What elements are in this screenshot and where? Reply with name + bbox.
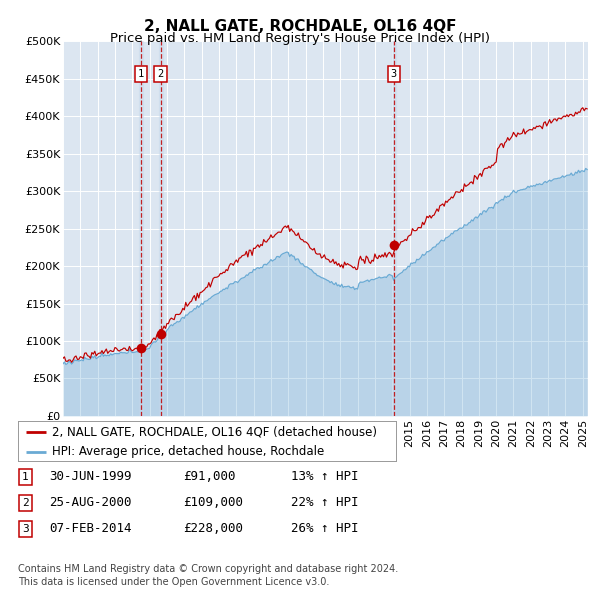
Text: 3: 3 (22, 524, 29, 533)
Text: 13% ↑ HPI: 13% ↑ HPI (291, 470, 359, 483)
Text: 3: 3 (391, 69, 397, 79)
Text: 2: 2 (22, 498, 29, 507)
Text: 2, NALL GATE, ROCHDALE, OL16 4QF (detached house): 2, NALL GATE, ROCHDALE, OL16 4QF (detach… (52, 425, 377, 438)
Text: £91,000: £91,000 (183, 470, 235, 483)
Text: 25-AUG-2000: 25-AUG-2000 (49, 496, 132, 509)
Text: 1: 1 (137, 69, 144, 79)
Text: £228,000: £228,000 (183, 522, 243, 535)
Text: Price paid vs. HM Land Registry's House Price Index (HPI): Price paid vs. HM Land Registry's House … (110, 32, 490, 45)
Text: 1: 1 (22, 472, 29, 481)
Text: 2, NALL GATE, ROCHDALE, OL16 4QF: 2, NALL GATE, ROCHDALE, OL16 4QF (144, 19, 456, 34)
Text: 22% ↑ HPI: 22% ↑ HPI (291, 496, 359, 509)
Text: Contains HM Land Registry data © Crown copyright and database right 2024.
This d: Contains HM Land Registry data © Crown c… (18, 564, 398, 587)
Text: 26% ↑ HPI: 26% ↑ HPI (291, 522, 359, 535)
Text: £109,000: £109,000 (183, 496, 243, 509)
Text: 07-FEB-2014: 07-FEB-2014 (49, 522, 132, 535)
Bar (158, 41, 163, 416)
Text: HPI: Average price, detached house, Rochdale: HPI: Average price, detached house, Roch… (52, 445, 324, 458)
Text: 2: 2 (158, 69, 164, 79)
Bar (139, 41, 143, 416)
Text: 30-JUN-1999: 30-JUN-1999 (49, 470, 132, 483)
Bar (392, 41, 396, 416)
